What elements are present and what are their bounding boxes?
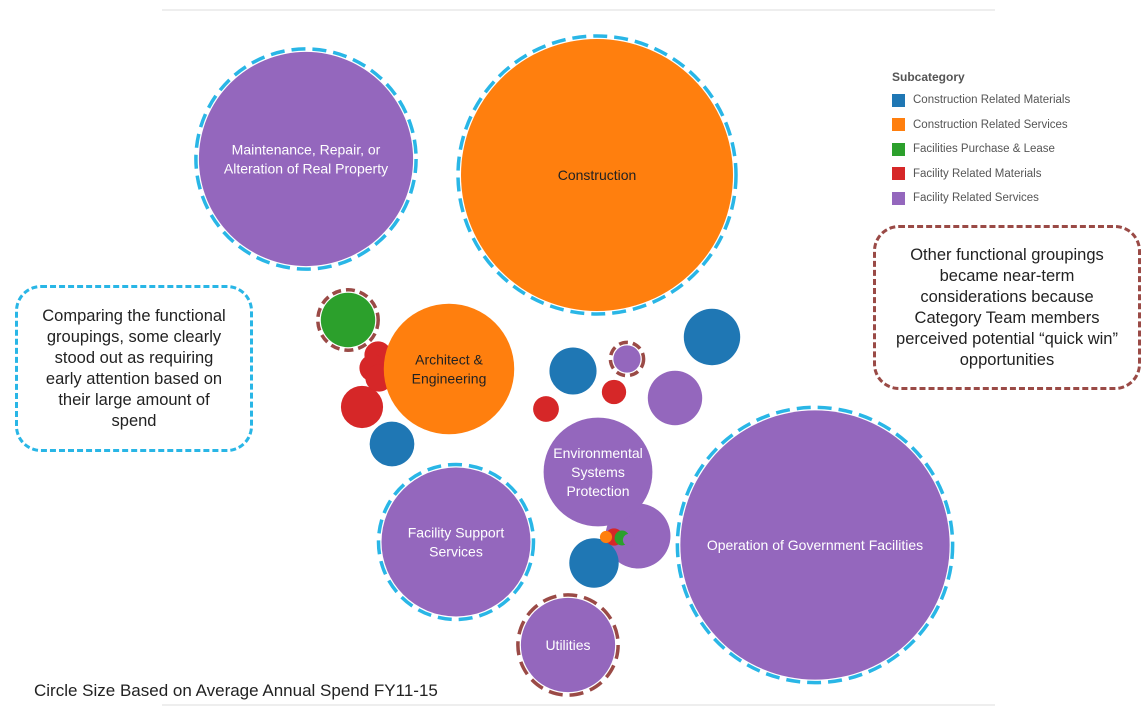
bubble-unlabeled-facilities-purchase-lease-quick-win-outline [316, 288, 380, 352]
bubble-unlabeled-facility-related-materials [601, 379, 627, 405]
legend-swatch [892, 118, 905, 132]
callout-quick-win: Other functional groupings became near-t… [873, 225, 1141, 390]
callout-quick-win-text: Other functional groupings became near-t… [896, 245, 1118, 369]
bubble-operation-of-government-facilities [680, 410, 950, 680]
bubble-label-maintenance-repair-or-alteration-of-real-property: Alteration of Real Property [224, 161, 388, 177]
legend-swatch [892, 93, 905, 107]
legend-label: Facilities Purchase & Lease [913, 143, 1055, 156]
legend-label: Construction Related Services [913, 118, 1068, 131]
bubble-construction-early-attention-outline [456, 34, 738, 316]
legend-item: Construction Related Services [892, 113, 1132, 138]
bubble-label-environmental-systems-protection: Environmental [553, 445, 643, 461]
legend-label: Construction Related Materials [913, 94, 1071, 107]
legend-item: Construction Related Materials [892, 88, 1132, 113]
bubble-label-maintenance-repair-or-alteration-of-real-property: Maintenance, Repair, or [232, 142, 381, 158]
bubble-environmental-systems-protection [543, 417, 653, 527]
bubble-label-facility-support-services: Facility Support [408, 525, 505, 541]
bubble-utilities-quick-win-outline [516, 593, 620, 697]
bubble-unlabeled-construction-related-materials [369, 421, 415, 467]
bubble-label-facility-support-services: Services [429, 544, 483, 560]
legend-item: Facility Related Services [892, 186, 1132, 211]
bubble-facility-support-services-early-attention-outline [376, 462, 536, 622]
legend-swatch [892, 191, 905, 205]
bubble-unlabeled-construction-related-materials [683, 308, 741, 366]
bubble-unlabeled-construction-related-materials [549, 347, 597, 395]
footnote: Circle Size Based on Average Annual Spen… [34, 681, 438, 700]
bubble-utilities [520, 597, 616, 693]
legend-title: Subcategory [892, 70, 965, 84]
bubble-label-architect-engineering: Architect & [415, 352, 483, 368]
legend: Subcategory Construction Related Materia… [892, 70, 1132, 211]
bubble-maintenance-repair-or-alteration-of-real-property-early-attention-outline [194, 47, 418, 271]
bubble-construction [461, 39, 733, 311]
bubble-unlabeled-facility-related-services [613, 345, 641, 373]
legend-label: Facility Related Materials [913, 167, 1042, 180]
legend-label: Facility Related Services [913, 192, 1039, 205]
bubble-operation-of-government-facilities-early-attention-outline [675, 405, 955, 685]
bubble-label-architect-engineering: Engineering [412, 371, 487, 387]
bubble-unlabeled-facility-related-materials [340, 385, 384, 429]
bubble-label-construction: Construction [558, 167, 637, 183]
bubble-label-utilities: Utilities [545, 637, 590, 653]
bubble-unlabeled-construction-related-materials [569, 538, 619, 588]
callout-early-attention-text: Comparing the functional groupings, some… [42, 306, 226, 430]
bubble-architect-engineering [383, 303, 515, 435]
callout-early-attention: Comparing the functional groupings, some… [15, 285, 253, 452]
bubbles-group [194, 34, 955, 697]
bubble-label-operation-of-government-facilities: Operation of Government Facilities [707, 537, 923, 553]
bubble-unlabeled-facility-related-materials [533, 396, 559, 422]
legend-swatch [892, 167, 905, 181]
legend-item: Facilities Purchase & Lease [892, 137, 1132, 162]
bubble-label-environmental-systems-protection: Systems [571, 464, 625, 480]
bubble-unlabeled-construction-related-services [599, 530, 613, 544]
bubble-label-environmental-systems-protection: Protection [566, 483, 629, 499]
bubble-maintenance-repair-or-alteration-of-real-property [198, 51, 414, 267]
bubble-unlabeled-facility-related-services [647, 370, 703, 426]
legend-item: Facility Related Materials [892, 162, 1132, 187]
bubble-unlabeled-facility-related-services-quick-win-outline [608, 340, 646, 378]
bubble-facility-support-services [381, 467, 531, 617]
bubble-unlabeled-facility-related-services [622, 533, 636, 547]
bubble-labels-group: Maintenance, Repair, or Alteration of Rea… [224, 142, 923, 654]
bubble-unlabeled-facilities-purchase-lease [320, 292, 376, 348]
legend-swatch [892, 142, 905, 156]
